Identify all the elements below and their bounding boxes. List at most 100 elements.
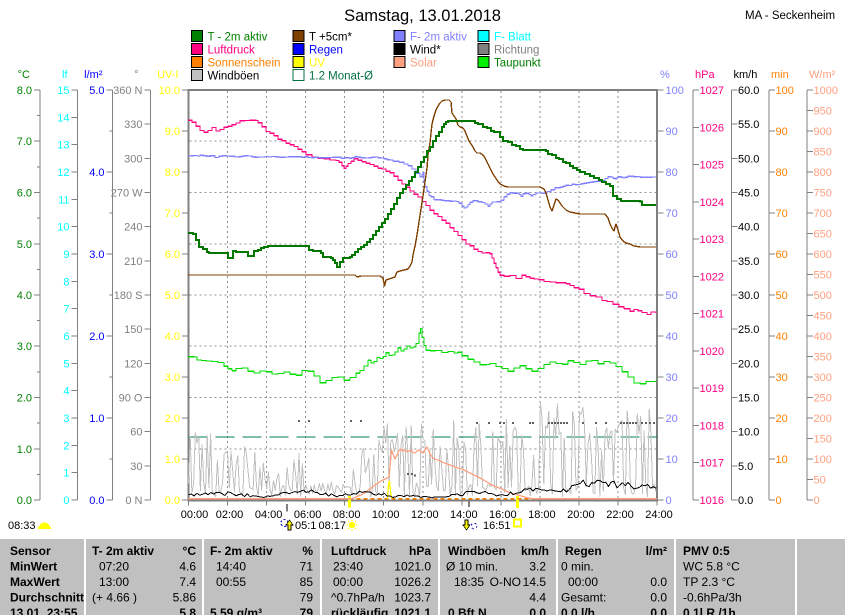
svg-text:1022: 1022: [700, 271, 724, 283]
svg-text:km/h: km/h: [734, 69, 758, 81]
svg-text:T- 2m aktiv: T- 2m aktiv: [92, 544, 154, 558]
svg-text:90: 90: [776, 126, 788, 138]
svg-text:Windböen: Windböen: [448, 544, 506, 558]
svg-text:15.0: 15.0: [738, 393, 759, 405]
svg-text:650: 650: [814, 229, 832, 241]
svg-text:7.4: 7.4: [179, 575, 196, 589]
svg-text:0 min.: 0 min.: [561, 560, 594, 574]
svg-text:0.0: 0.0: [738, 495, 753, 507]
svg-text:1021: 1021: [700, 309, 724, 321]
svg-text:3.2: 3.2: [529, 560, 546, 574]
svg-text:4.0: 4.0: [17, 290, 32, 302]
svg-text:5: 5: [63, 358, 69, 370]
svg-text:hPa: hPa: [409, 544, 431, 558]
svg-text:1: 1: [63, 468, 69, 480]
svg-text:100: 100: [666, 85, 684, 97]
svg-text:MinWert: MinWert: [10, 560, 57, 574]
svg-text:Windböen: Windböen: [208, 71, 260, 83]
svg-text:0.0: 0.0: [89, 495, 104, 507]
svg-text:18:00: 18:00: [528, 509, 556, 521]
svg-text:200: 200: [814, 413, 832, 425]
svg-text:12: 12: [57, 167, 69, 179]
svg-text:T - 2m aktiv: T - 2m aktiv: [208, 32, 268, 44]
svg-text:5.8: 5.8: [179, 606, 196, 615]
svg-text:80: 80: [666, 167, 678, 179]
svg-text:300: 300: [124, 153, 142, 165]
svg-text:00:55: 00:55: [216, 575, 246, 589]
svg-text:500: 500: [814, 290, 832, 302]
svg-text:5.0: 5.0: [17, 239, 32, 251]
svg-text:5.0: 5.0: [738, 461, 753, 473]
svg-text:0: 0: [814, 495, 820, 507]
svg-text:11: 11: [58, 194, 69, 206]
svg-text:14:40: 14:40: [216, 560, 246, 574]
svg-text:Richtung: Richtung: [494, 45, 539, 57]
svg-text:1023: 1023: [700, 234, 724, 246]
svg-text:MaxWert: MaxWert: [10, 575, 60, 589]
svg-text:23:40: 23:40: [333, 560, 363, 574]
svg-text:13: 13: [57, 140, 69, 152]
svg-text:30.0: 30.0: [738, 290, 759, 302]
svg-text:Regen: Regen: [309, 45, 343, 57]
svg-text:0: 0: [63, 495, 69, 507]
svg-text:08:33: 08:33: [8, 520, 36, 532]
svg-text:F- Blatt: F- Blatt: [494, 32, 532, 44]
svg-text:9.0: 9.0: [165, 126, 180, 138]
svg-text:7.0: 7.0: [17, 136, 32, 148]
svg-text:WC 5.8 °C: WC 5.8 °C: [683, 560, 740, 574]
svg-text:F- 2m aktiv: F- 2m aktiv: [210, 544, 273, 558]
svg-text:45.0: 45.0: [738, 188, 759, 200]
svg-text:1.0: 1.0: [17, 444, 32, 456]
svg-text:UV-I: UV-I: [157, 69, 178, 81]
svg-text:1023.7: 1023.7: [394, 591, 431, 605]
svg-text:100: 100: [814, 454, 832, 466]
svg-text:Gesamt:: Gesamt:: [561, 591, 606, 605]
svg-text:80: 80: [776, 167, 788, 179]
svg-text:100: 100: [776, 85, 794, 97]
svg-text:5.0: 5.0: [89, 85, 104, 97]
svg-text:20: 20: [776, 413, 788, 425]
svg-text:18:35: 18:35: [454, 575, 484, 589]
svg-text:UV: UV: [309, 58, 325, 70]
svg-text:150: 150: [124, 324, 142, 336]
svg-text:40.0: 40.0: [738, 222, 759, 234]
svg-text:08:17: 08:17: [319, 520, 347, 532]
svg-text:0.0: 0.0: [650, 591, 667, 605]
svg-text:22:00: 22:00: [606, 509, 634, 521]
svg-text:0.0: 0.0: [17, 495, 32, 507]
svg-text:T +5cm*: T +5cm*: [309, 32, 352, 44]
svg-text:850: 850: [814, 147, 832, 159]
svg-text:00:00: 00:00: [568, 575, 598, 589]
svg-text:°C: °C: [183, 544, 197, 558]
svg-text:50: 50: [666, 290, 678, 302]
svg-text:rückläufig: rückläufig: [331, 606, 388, 615]
svg-text:360 N: 360 N: [113, 85, 142, 97]
svg-text:7: 7: [63, 304, 69, 316]
svg-text:1027: 1027: [700, 85, 724, 97]
svg-text:02:00: 02:00: [216, 509, 244, 521]
svg-text:750: 750: [814, 188, 832, 200]
svg-text:Samstag, 13.01.2018: Samstag, 13.01.2018: [344, 7, 501, 25]
svg-text:Durchschnitt: Durchschnitt: [10, 591, 84, 605]
svg-text:8: 8: [63, 276, 69, 288]
svg-text:04:00: 04:00: [255, 509, 283, 521]
svg-text:60: 60: [130, 427, 142, 439]
svg-text:°C: °C: [18, 69, 30, 81]
svg-text:-0.6hPa/3h: -0.6hPa/3h: [683, 591, 742, 605]
svg-text:1.0: 1.0: [165, 454, 180, 466]
svg-text:6: 6: [63, 331, 69, 343]
svg-text:10:00: 10:00: [372, 509, 400, 521]
svg-text:Sonnenschein: Sonnenschein: [208, 58, 281, 70]
svg-text:4.0: 4.0: [165, 331, 180, 343]
svg-text:240: 240: [124, 222, 142, 234]
svg-text:00:00: 00:00: [333, 575, 363, 589]
svg-text:1019: 1019: [700, 383, 724, 395]
svg-text:450: 450: [814, 311, 832, 323]
svg-text:8.0: 8.0: [165, 167, 180, 179]
svg-text:Wind*: Wind*: [410, 45, 441, 57]
svg-text:150: 150: [814, 434, 832, 446]
svg-text:71: 71: [300, 560, 314, 574]
svg-text:0.0: 0.0: [165, 495, 180, 507]
svg-text:Ø 10 min.: Ø 10 min.: [446, 560, 498, 574]
svg-text:0.0 l/h: 0.0 l/h: [561, 606, 595, 615]
